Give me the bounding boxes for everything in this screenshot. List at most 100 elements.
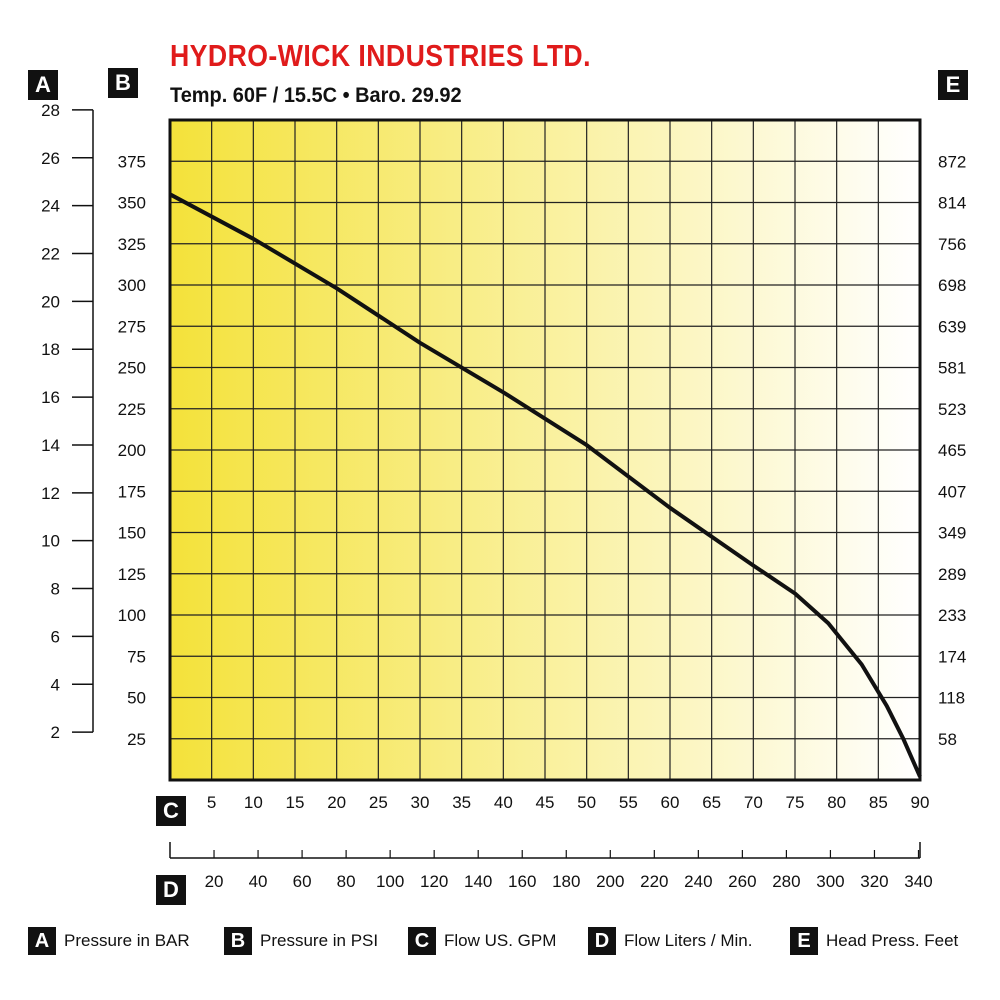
gpm-tick-label: 90 bbox=[911, 793, 930, 812]
gpm-tick-label: 80 bbox=[827, 793, 846, 812]
bar-tick-label: 6 bbox=[51, 627, 60, 646]
gpm-tick-label: 35 bbox=[452, 793, 471, 812]
lpm-tick-label: 340 bbox=[904, 872, 932, 891]
legend-key-e: E bbox=[790, 927, 818, 955]
legend-item-e: E Head Press. Feet bbox=[790, 925, 958, 957]
head-tick-label: 639 bbox=[938, 317, 966, 336]
legend-item-c: C Flow US. GPM bbox=[408, 925, 556, 957]
gpm-tick-label: 85 bbox=[869, 793, 888, 812]
head-tick-label: 756 bbox=[938, 235, 966, 254]
gpm-tick-label: 45 bbox=[536, 793, 555, 812]
psi-tick-label: 275 bbox=[118, 317, 146, 336]
psi-tick-label: 350 bbox=[118, 194, 146, 213]
psi-tick-label: 100 bbox=[118, 606, 146, 625]
legend-key-b: B bbox=[224, 927, 252, 955]
chart-title: HYDRO-WICK INDUSTRIES LTD. bbox=[170, 38, 591, 73]
lpm-tick-label: 300 bbox=[816, 872, 844, 891]
lpm-tick-label: 20 bbox=[205, 872, 224, 891]
head-tick-label: 581 bbox=[938, 359, 966, 378]
head-tick-label: 349 bbox=[938, 524, 966, 543]
bar-tick-label: 24 bbox=[41, 197, 60, 216]
bar-tick-label: 10 bbox=[41, 532, 60, 551]
gpm-tick-label: 15 bbox=[286, 793, 305, 812]
head-tick-label: 407 bbox=[938, 482, 966, 501]
axis-badge-b: B bbox=[108, 68, 138, 98]
lpm-tick-label: 220 bbox=[640, 872, 668, 891]
psi-tick-label: 200 bbox=[118, 441, 146, 460]
head-tick-label: 174 bbox=[938, 647, 966, 666]
head-tick-label: 233 bbox=[938, 606, 966, 625]
psi-tick-label: 375 bbox=[118, 152, 146, 171]
legend-label-e: Head Press. Feet bbox=[826, 931, 959, 950]
lpm-tick-label: 180 bbox=[552, 872, 580, 891]
lpm-tick-label: 240 bbox=[684, 872, 712, 891]
gpm-tick-label: 10 bbox=[244, 793, 263, 812]
head-tick-label: 58 bbox=[938, 730, 957, 749]
gpm-tick-label: 60 bbox=[661, 793, 680, 812]
gpm-tick-label: 55 bbox=[619, 793, 638, 812]
bar-tick-label: 2 bbox=[51, 723, 60, 742]
chart-subtitle: Temp. 60F / 15.5C • Baro. 29.92 bbox=[170, 84, 462, 107]
lpm-tick-label: 100 bbox=[376, 872, 404, 891]
gpm-tick-label: 5 bbox=[207, 793, 216, 812]
plot-frame bbox=[168, 118, 922, 782]
lpm-tick-label: 320 bbox=[860, 872, 888, 891]
lpm-tick-label: 40 bbox=[249, 872, 268, 891]
gpm-tick-label: 65 bbox=[702, 793, 721, 812]
psi-tick-label: 250 bbox=[118, 359, 146, 378]
axis-badge-c: C bbox=[156, 796, 186, 826]
bar-tick-label: 20 bbox=[41, 292, 60, 311]
lpm-tick-label: 80 bbox=[337, 872, 356, 891]
head-tick-label: 698 bbox=[938, 276, 966, 295]
psi-tick-label: 300 bbox=[118, 276, 146, 295]
lpm-tick-label: 60 bbox=[293, 872, 312, 891]
psi-tick-label: 25 bbox=[127, 730, 146, 749]
psi-tick-label: 325 bbox=[118, 235, 146, 254]
legend-label-b: Pressure in PSI bbox=[260, 931, 379, 950]
legend-label-c: Flow US. GPM bbox=[444, 931, 557, 950]
head-tick-label: 523 bbox=[938, 400, 966, 419]
psi-tick-label: 225 bbox=[118, 400, 146, 419]
legend-label-a: Pressure in BAR bbox=[64, 931, 190, 950]
head-tick-label: 289 bbox=[938, 565, 966, 584]
bar-tick-label: 16 bbox=[41, 388, 60, 407]
legend-item-d: D Flow Liters / Min. bbox=[588, 925, 752, 957]
lpm-tick-label: 120 bbox=[420, 872, 448, 891]
head-tick-label: 465 bbox=[938, 441, 966, 460]
lpm-tick-label: 200 bbox=[596, 872, 624, 891]
lpm-tick-label: 280 bbox=[772, 872, 800, 891]
bar-tick-label: 14 bbox=[41, 436, 60, 455]
axis-badge-d: D bbox=[156, 875, 186, 905]
gpm-tick-label: 75 bbox=[786, 793, 805, 812]
bar-tick-label: 12 bbox=[41, 484, 60, 503]
legend-item-b: B Pressure in PSI bbox=[224, 925, 378, 957]
legend-label-d: Flow Liters / Min. bbox=[624, 931, 753, 950]
bar-tick-label: 26 bbox=[41, 149, 60, 168]
gpm-tick-label: 40 bbox=[494, 793, 513, 812]
psi-tick-label: 175 bbox=[118, 482, 146, 501]
gpm-tick-label: 25 bbox=[369, 793, 388, 812]
series-line bbox=[169, 192, 922, 778]
bar-tick-label: 4 bbox=[51, 675, 60, 694]
gpm-tick-label: 30 bbox=[411, 793, 430, 812]
psi-tick-label: 75 bbox=[127, 647, 146, 666]
bar-tick-label: 8 bbox=[51, 580, 60, 599]
gpm-tick-label: 20 bbox=[327, 793, 346, 812]
psi-tick-label: 150 bbox=[118, 524, 146, 543]
legend-key-c: C bbox=[408, 927, 436, 955]
bar-tick-label: 18 bbox=[41, 340, 60, 359]
psi-tick-label: 125 bbox=[118, 565, 146, 584]
legend-item-a: A Pressure in BAR bbox=[28, 925, 190, 957]
legend-key-a: A bbox=[28, 927, 56, 955]
gpm-tick-label: 70 bbox=[744, 793, 763, 812]
psi-tick-label: 50 bbox=[127, 689, 146, 708]
head-tick-label: 872 bbox=[938, 152, 966, 171]
legend-key-d: D bbox=[588, 927, 616, 955]
lpm-tick-label: 140 bbox=[464, 872, 492, 891]
lpm-tick-label: 160 bbox=[508, 872, 536, 891]
bar-tick-label: 28 bbox=[41, 101, 60, 120]
gpm-tick-label: 50 bbox=[577, 793, 596, 812]
lpm-tick-label: 260 bbox=[728, 872, 756, 891]
head-tick-label: 814 bbox=[938, 194, 966, 213]
